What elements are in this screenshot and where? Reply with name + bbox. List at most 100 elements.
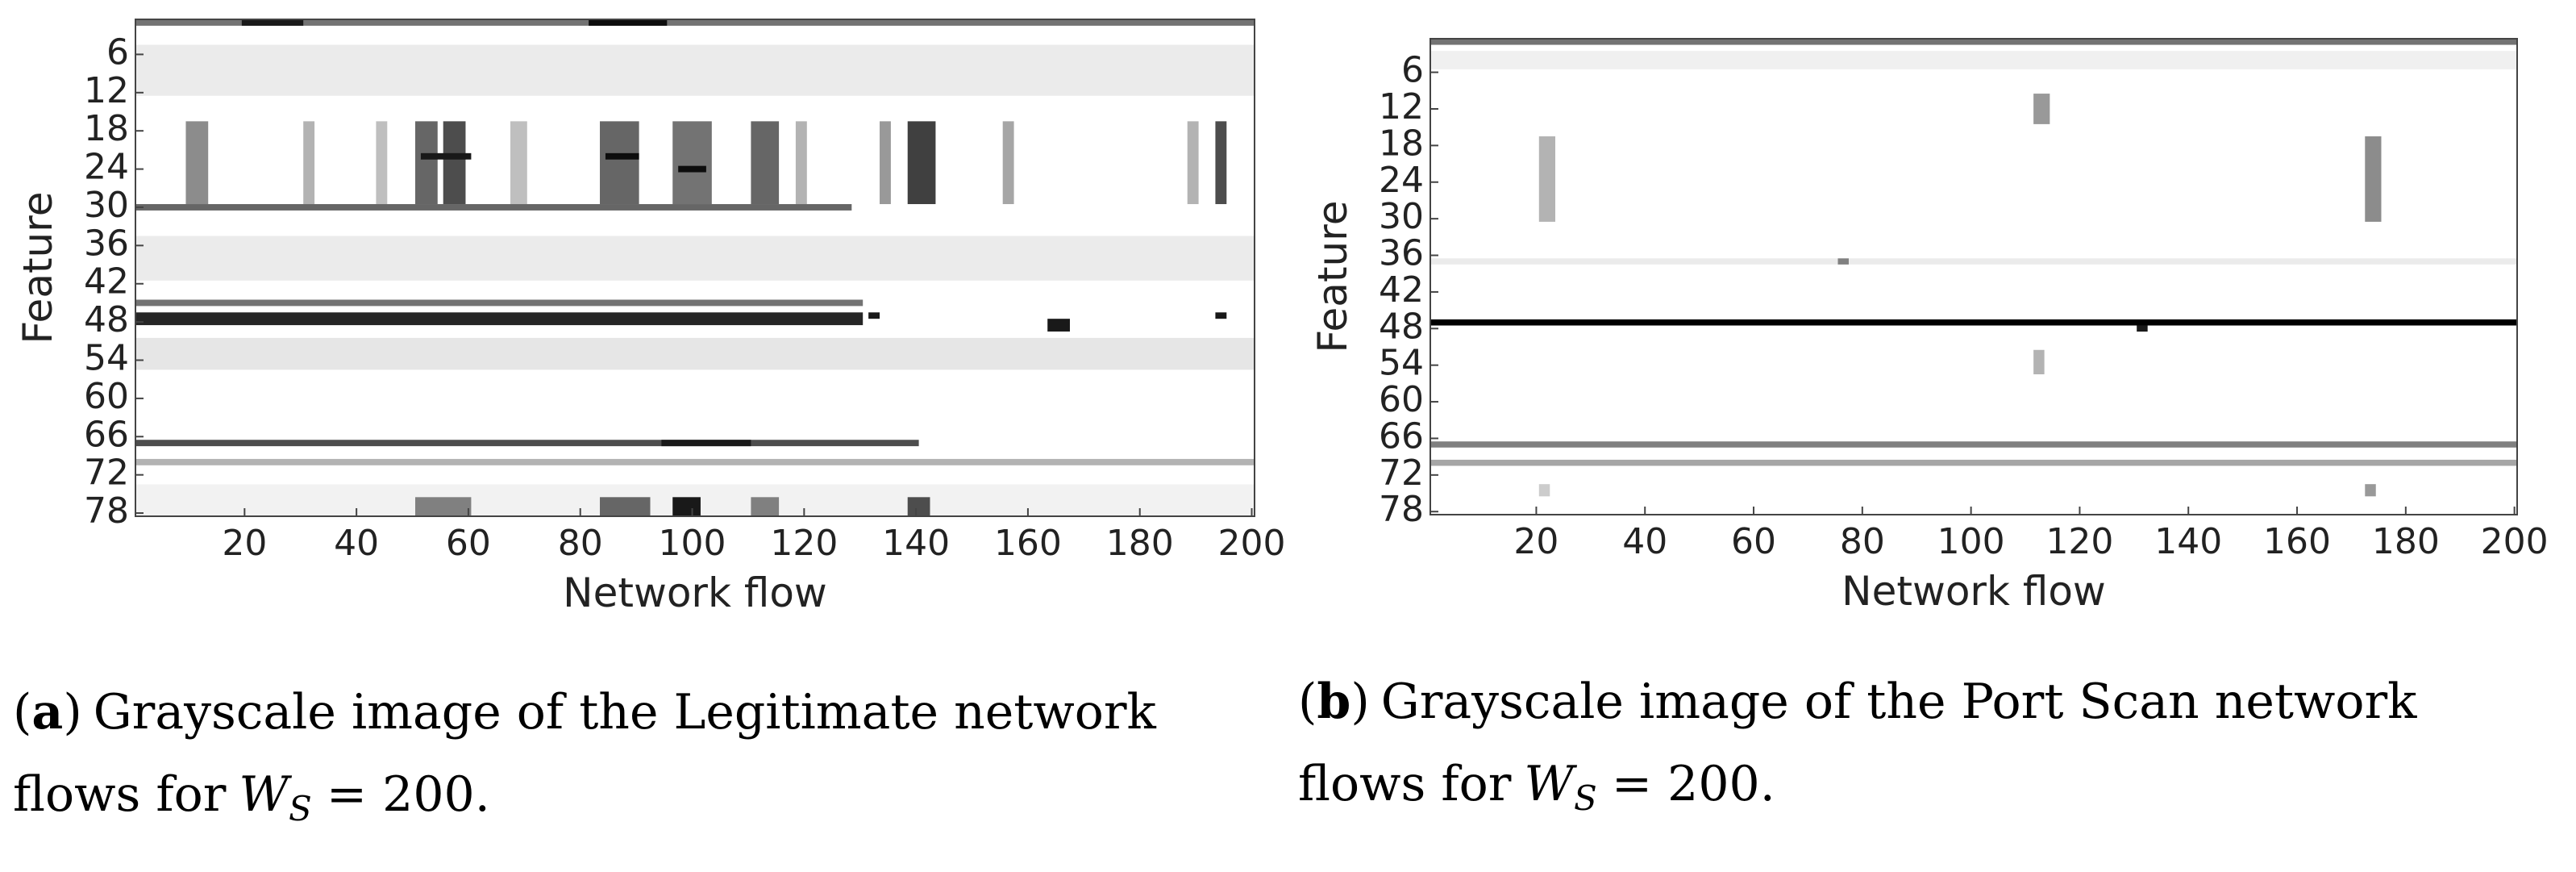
y-axis-label: Feature <box>15 192 61 344</box>
heat-cell <box>1215 312 1227 319</box>
heat-cell <box>420 152 472 160</box>
y-tick-label: 54 <box>84 338 129 379</box>
heat-cell <box>135 458 1255 465</box>
y-tick-label: 78 <box>1379 489 1424 530</box>
heat-cell <box>415 121 438 205</box>
caption-text: Grayscale image of the Port Scan network <box>1381 674 2417 730</box>
y-tick-label: 18 <box>1379 123 1424 164</box>
caption-tag: ( <box>1298 674 1317 730</box>
y-tick-label: 18 <box>84 108 129 149</box>
heat-cell <box>678 165 706 173</box>
heat-cell <box>1430 441 2517 448</box>
y-tick-label: 36 <box>1379 233 1424 274</box>
y-tick-label: 42 <box>1379 269 1424 311</box>
x-axis-label: Network flow <box>1841 568 2106 615</box>
x-tick-label: 200 <box>1218 523 1286 564</box>
heat-cell <box>672 121 712 205</box>
heat-cell <box>2033 94 2050 124</box>
y-tick-label: 12 <box>84 70 129 111</box>
y-tick-label: 48 <box>1379 306 1424 347</box>
caption-math: W <box>1524 756 1577 812</box>
x-tick-label: 100 <box>1937 521 2005 562</box>
x-tick-label: 60 <box>446 523 491 564</box>
heat-cell <box>2137 325 2148 332</box>
heat-cell <box>135 312 864 326</box>
heat-cell <box>415 497 472 516</box>
y-tick-label: 24 <box>1379 160 1424 201</box>
caption-math-sub: S <box>1574 778 1597 818</box>
y-axis-label: Feature <box>1309 201 1356 353</box>
x-tick-label: 160 <box>2263 521 2331 562</box>
x-tick-label: 180 <box>1106 523 1174 564</box>
heat-cell <box>1837 258 1849 265</box>
heat-cell <box>868 312 880 319</box>
heat-cell <box>135 19 1255 26</box>
heat-cell <box>1430 39 2517 45</box>
caption-text: flows for <box>13 766 227 823</box>
heat-cell <box>907 497 930 516</box>
heat-cell <box>661 440 751 447</box>
x-tick-label: 40 <box>1622 521 1667 562</box>
heat-cell <box>1187 121 1199 205</box>
caption-tag: b <box>1317 674 1350 730</box>
heat-cell <box>1430 459 2517 466</box>
heat-cell <box>1430 51 2517 69</box>
heat-cell <box>605 152 639 160</box>
caption-text: flows for <box>1298 756 1512 812</box>
caption: (b) Grayscale image of the Port Scan netw… <box>1298 674 2417 730</box>
caption-text: Grayscale image of the Legitimate networ… <box>94 684 1157 741</box>
heat-cell <box>751 497 780 516</box>
x-tick-label: 120 <box>770 523 838 564</box>
heat-cell <box>1538 484 1550 497</box>
x-tick-label: 80 <box>558 523 603 564</box>
x-tick-label: 160 <box>994 523 1062 564</box>
y-tick-label: 72 <box>84 453 129 494</box>
caption-tag: ) <box>63 684 81 741</box>
x-tick-label: 20 <box>1513 521 1559 562</box>
heat-cell <box>376 121 388 205</box>
y-tick-label: 12 <box>1379 86 1424 127</box>
y-tick-label: 78 <box>84 490 129 532</box>
heat-cell <box>135 299 864 307</box>
x-tick-label: 140 <box>2154 521 2222 562</box>
caption-tag: ( <box>13 684 31 741</box>
x-axis-label: Network flow <box>563 570 827 616</box>
heat-cell <box>241 19 304 26</box>
x-tick-label: 120 <box>2045 521 2113 562</box>
heat-cell <box>2365 484 2376 497</box>
caption-math-sub: S <box>289 789 312 828</box>
heat-cell <box>600 121 639 205</box>
y-tick-label: 60 <box>1379 379 1424 420</box>
caption-math: W <box>239 766 292 823</box>
heat-cell <box>135 440 919 447</box>
x-tick-label: 200 <box>2481 521 2549 562</box>
heat-cell <box>135 337 1255 370</box>
y-tick-label: 54 <box>1379 343 1424 384</box>
heat-cell <box>135 204 852 211</box>
heat-cell <box>751 121 780 205</box>
heat-cell <box>600 497 651 516</box>
heat-cell <box>672 497 701 516</box>
heat-cell <box>1215 121 1227 205</box>
caption-math: = 200. <box>1612 756 1775 812</box>
y-tick-label: 36 <box>84 223 129 264</box>
y-tick-label: 42 <box>84 261 129 302</box>
plot-frame <box>1429 38 2518 515</box>
heat-cell <box>880 121 891 205</box>
x-tick-label: 140 <box>882 523 950 564</box>
caption-tag: ) <box>1350 674 1369 730</box>
x-tick-label: 100 <box>659 523 726 564</box>
caption: (a) Grayscale image of the Legitimate net… <box>13 684 1157 741</box>
y-tick-label: 66 <box>84 414 129 455</box>
y-tick-label: 24 <box>84 147 129 188</box>
heat-cell <box>135 236 1255 281</box>
x-tick-label: 40 <box>334 523 379 564</box>
y-tick-label: 6 <box>106 31 129 73</box>
x-tick-label: 20 <box>222 523 267 564</box>
caption: flows for WS = 200. <box>1298 756 1775 818</box>
heat-cell <box>907 121 936 205</box>
caption-tag: a <box>31 684 63 741</box>
